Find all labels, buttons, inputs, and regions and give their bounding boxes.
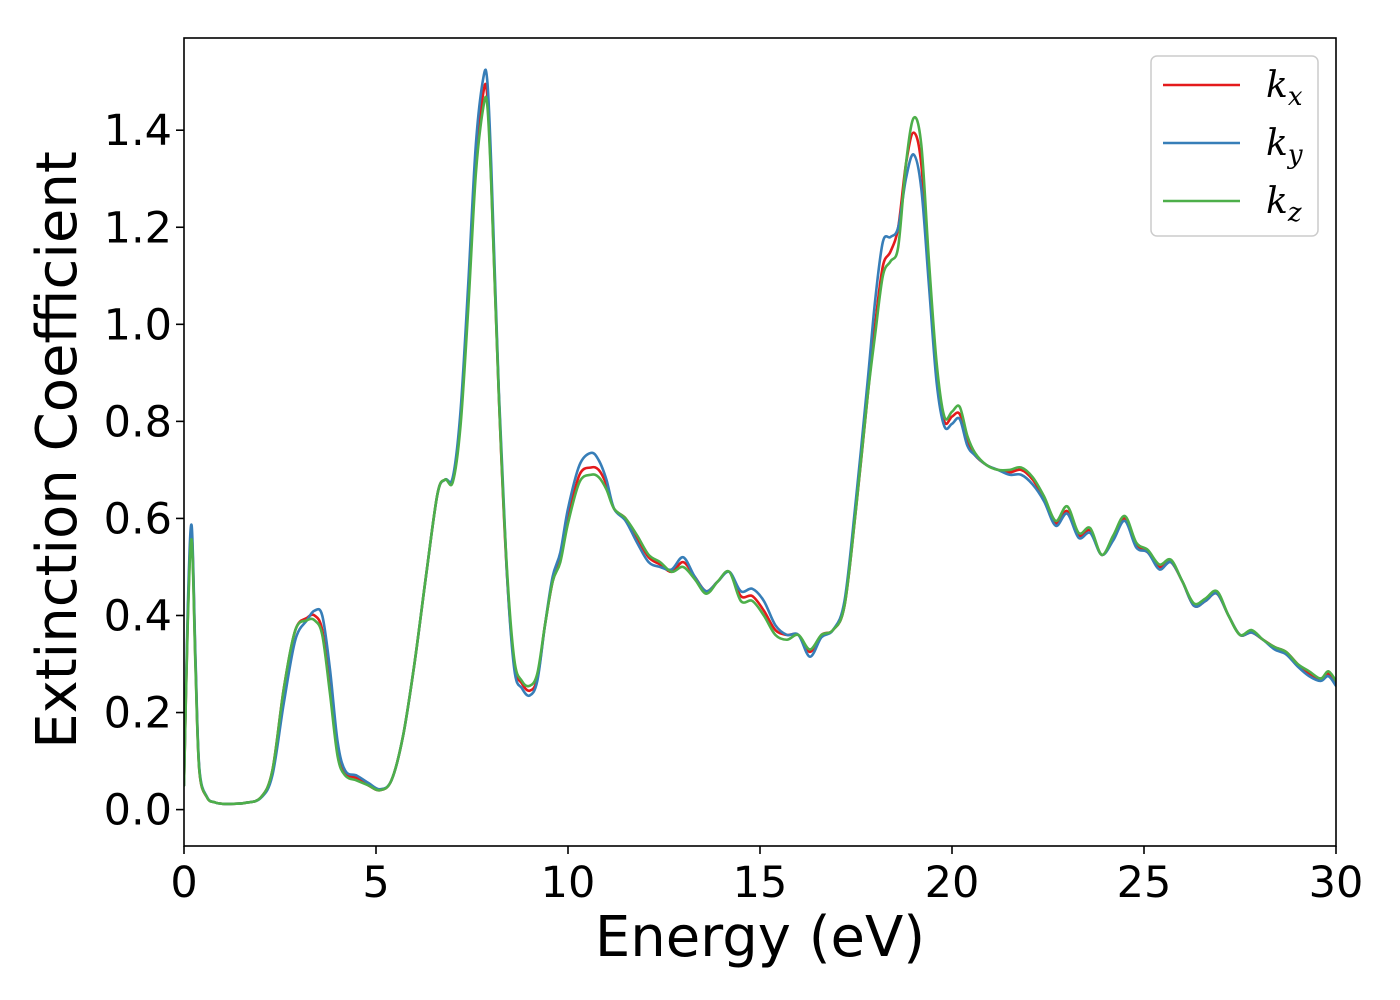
x-tick-label: 10 xyxy=(541,858,596,908)
y-tick-label: 0.2 xyxy=(104,689,172,739)
y-tick-label: 0.8 xyxy=(104,397,172,447)
series-group xyxy=(184,68,1336,806)
x-tick-label: 20 xyxy=(925,858,980,908)
y-tick-label: 1.0 xyxy=(104,300,172,350)
y-tick-label: 0.0 xyxy=(104,786,172,836)
y-axis-label: Extinction Coefficient xyxy=(25,151,90,749)
y-tick-label: 1.4 xyxy=(104,106,172,156)
x-tick-label: 25 xyxy=(1117,858,1172,908)
y-tick-label: 1.2 xyxy=(104,203,172,253)
x-axis-label: Energy (eV) xyxy=(595,905,925,970)
y-tick-label: 0.6 xyxy=(104,494,172,544)
x-tick-label: 15 xyxy=(733,858,788,908)
y-axis: 0.0 0.2 0.4 0.6 0.8 1.0 1.2 1.4 xyxy=(104,106,184,836)
series-line-k-z xyxy=(184,95,1336,806)
legend-box xyxy=(1150,55,1319,237)
x-tick-label: 0 xyxy=(170,858,197,908)
y-tick-label: 0.4 xyxy=(104,591,172,641)
x-axis: 0 5 10 15 20 25 30 xyxy=(170,846,1363,908)
x-tick-label: 5 xyxy=(362,858,389,908)
x-tick-label: 30 xyxy=(1309,858,1364,908)
